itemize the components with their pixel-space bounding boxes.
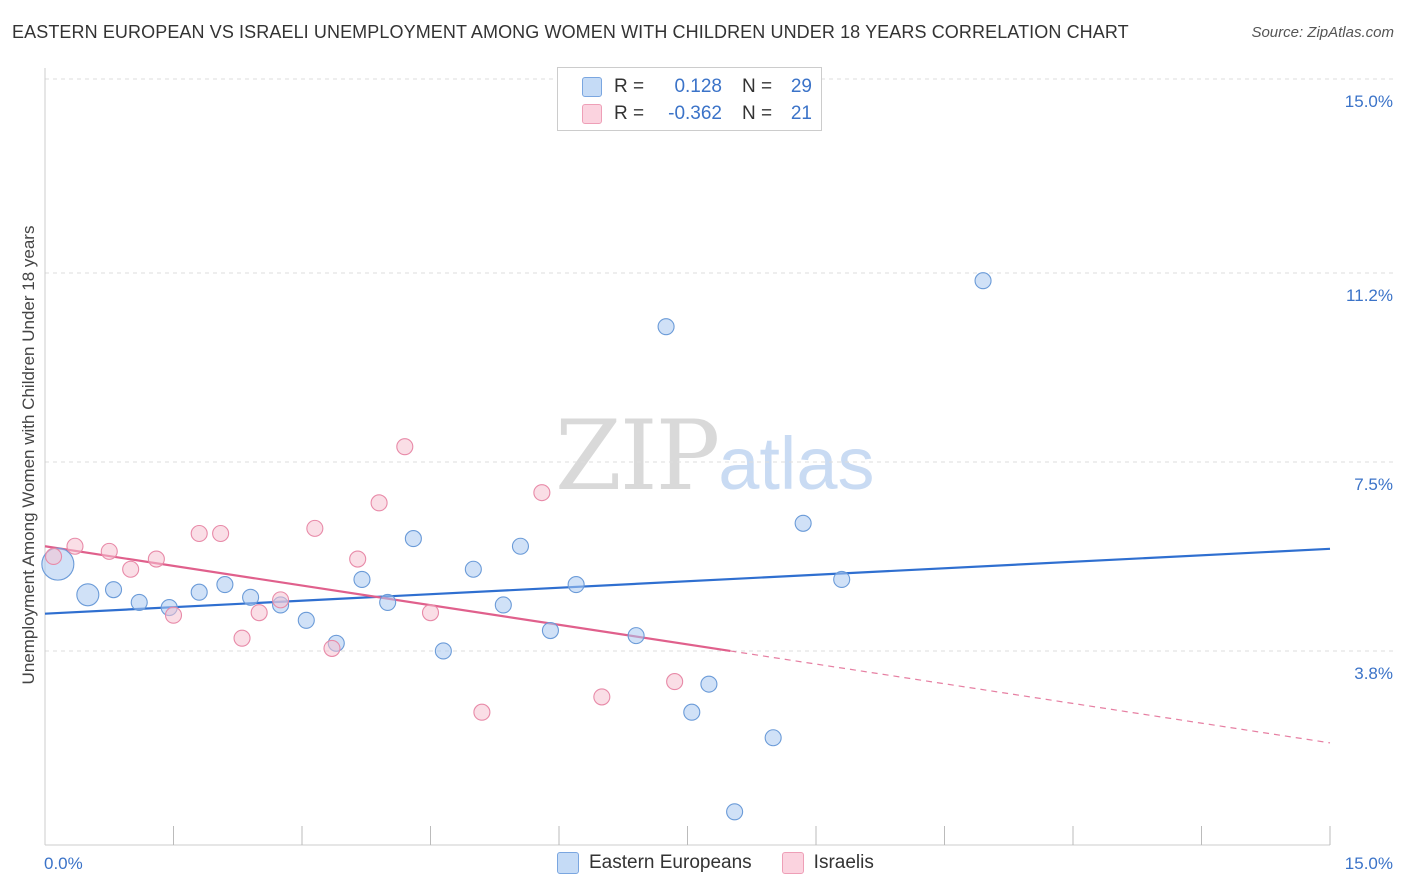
legend-swatch-israelis — [582, 104, 602, 124]
point-israelis — [593, 688, 611, 706]
point-israelis — [250, 604, 268, 622]
watermark: ZIPatlas — [555, 400, 875, 512]
point-eastern-europeans — [700, 675, 718, 693]
legend-n-label: N = — [742, 103, 773, 124]
point-israelis — [233, 629, 251, 647]
point-israelis — [122, 560, 140, 578]
legend-swatch-eastern-europeans — [557, 852, 579, 874]
legend-r-value: 0.128 — [674, 76, 722, 97]
point-eastern-europeans — [567, 576, 585, 594]
y-axis-title: Unemployment Among Women with Children U… — [19, 226, 38, 685]
legend-swatch-eastern — [582, 77, 602, 97]
legend-n-value: 21 — [790, 103, 812, 124]
legend-label-israelis: Israelis — [813, 852, 874, 873]
legend-item-eastern-europeans[interactable]: Eastern Europeans — [557, 852, 752, 874]
chart-title: EASTERN EUROPEAN VS ISRAELI UNEMPLOYMENT… — [12, 22, 1129, 42]
point-eastern-europeans — [764, 729, 782, 747]
point-israelis — [349, 550, 367, 568]
legend-item-israelis[interactable]: Israelis — [781, 852, 874, 874]
point-eastern-europeans — [353, 570, 371, 589]
point-eastern-europeans — [216, 576, 234, 594]
point-eastern-europeans — [404, 530, 422, 548]
data-points — [41, 272, 992, 821]
point-israelis — [396, 438, 414, 456]
point-eastern-europeans — [511, 537, 530, 555]
point-eastern-europeans — [297, 611, 315, 629]
point-eastern-europeans — [541, 621, 559, 640]
point-eastern-europeans — [379, 593, 397, 611]
point-eastern-europeans — [794, 514, 812, 532]
x-tick-label-min: 0.0% — [44, 854, 83, 873]
point-eastern-europeans — [104, 581, 123, 599]
point-eastern-europeans — [974, 272, 992, 290]
point-israelis — [533, 484, 551, 502]
point-eastern-europeans — [627, 627, 645, 645]
point-israelis — [164, 606, 183, 624]
point-israelis — [370, 494, 388, 512]
legend-swatch-israelis — [781, 852, 804, 874]
legend-label-eastern-europeans: Eastern Europeans — [589, 852, 752, 873]
trend-line-extension-israelis — [730, 650, 1331, 744]
legend-r-label: R = — [614, 76, 645, 97]
point-israelis — [323, 639, 341, 657]
legend-r-label: R = — [614, 103, 645, 124]
y-tick-label: 11.2% — [1346, 286, 1393, 305]
point-eastern-europeans — [242, 588, 260, 606]
watermark-atlas: atlas — [718, 422, 875, 505]
point-israelis — [66, 537, 84, 555]
point-israelis — [100, 542, 118, 560]
point-israelis — [190, 524, 208, 543]
grid-lines — [45, 78, 1395, 652]
point-eastern-europeans — [657, 318, 675, 336]
point-eastern-europeans — [190, 583, 208, 601]
point-eastern-europeans — [130, 593, 148, 611]
source-label: Source: ZipAtlas.com — [1251, 24, 1394, 41]
legend-row-israelis: R = -0.362 N = 21 — [582, 102, 812, 126]
point-eastern-europeans — [683, 703, 701, 721]
point-eastern-europeans — [833, 570, 851, 589]
trend-line-eastern-europeans — [44, 547, 1331, 615]
x-tick-label-max: 15.0% — [1345, 854, 1393, 873]
point-israelis — [421, 604, 440, 622]
point-israelis — [45, 547, 63, 566]
legend-r-value: -0.362 — [668, 103, 722, 124]
legend-n-value: 29 — [790, 76, 812, 97]
point-israelis — [212, 524, 230, 543]
y-tick-label: 15.0% — [1345, 92, 1393, 111]
point-eastern-europeans — [464, 560, 482, 578]
point-israelis — [666, 673, 684, 691]
watermark-zip: ZIP — [555, 400, 720, 512]
point-israelis — [473, 703, 491, 721]
point-eastern-europeans — [726, 803, 744, 821]
point-israelis — [306, 519, 324, 537]
point-eastern-europeans — [434, 642, 452, 660]
series-legend: Eastern Europeans Israelis — [557, 852, 904, 874]
point-israelis — [147, 550, 165, 568]
legend-n-label: N = — [742, 76, 773, 97]
point-eastern-europeans — [494, 596, 512, 614]
axes — [44, 68, 1331, 846]
y-tick-label: 7.5% — [1354, 475, 1393, 494]
legend-row-eastern: R = 0.128 N = 29 — [582, 75, 812, 99]
tick-labels: 3.8% 7.5% 11.2% 15.0% 0.0% 15.0% — [44, 92, 1393, 873]
point-eastern-europeans — [76, 583, 100, 607]
point-israelis — [272, 591, 290, 609]
y-tick-label: 3.8% — [1354, 664, 1393, 683]
correlation-legend: R = 0.128 N = 29 R = -0.362 N = 21 — [557, 67, 822, 131]
